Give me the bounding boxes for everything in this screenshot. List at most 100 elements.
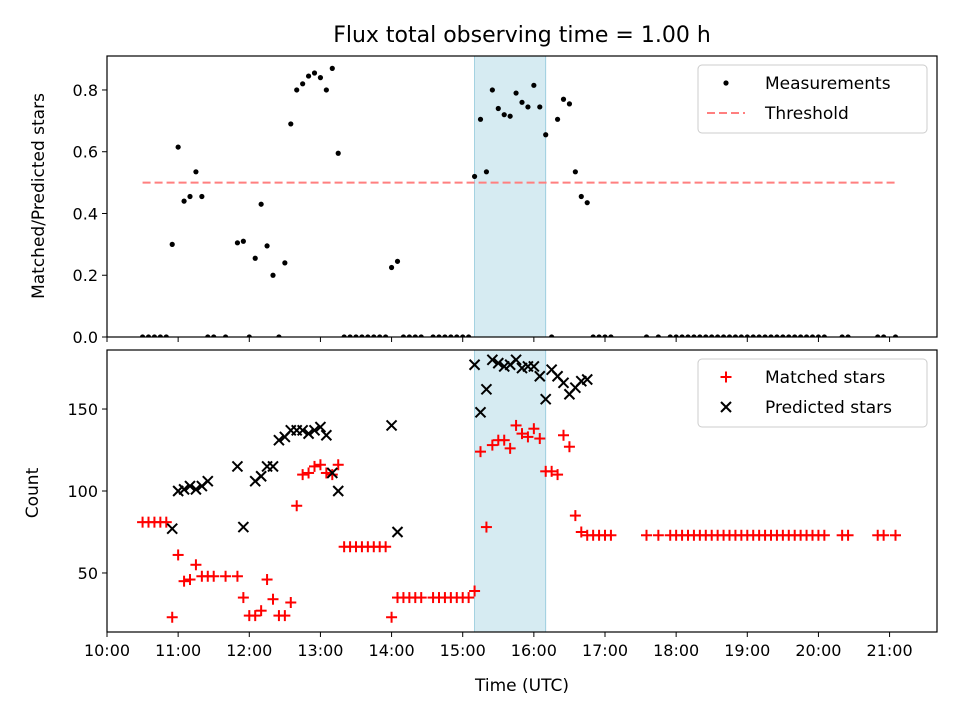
measurement-point: [234, 240, 241, 246]
measurement-point: [720, 334, 727, 337]
measurement-point: [276, 334, 282, 337]
matched-point: [208, 570, 220, 582]
measurement-point: [353, 334, 359, 337]
matched-point: [279, 610, 291, 622]
matched-point: [652, 529, 664, 541]
matched-point: [563, 441, 575, 453]
measurement-point: [400, 334, 407, 337]
ratio-highlight-span: [474, 55, 547, 338]
ratio-y-tick-label: 0.2: [73, 266, 98, 285]
ratio-y-tick-label: 0.6: [73, 143, 98, 162]
measurement-point: [513, 90, 519, 96]
matched-point: [878, 529, 890, 541]
x-tick-label: 15:00: [440, 641, 486, 660]
measurement-point: [798, 334, 804, 337]
measurement-point: [543, 132, 549, 138]
matched-point: [166, 611, 178, 623]
measurement-point: [246, 334, 252, 337]
ratio-y-tick-label: 0.4: [73, 204, 98, 223]
x-tick-label: 18:00: [653, 641, 699, 660]
x-tick-label: 20:00: [795, 641, 841, 660]
measurement-point: [685, 334, 691, 337]
measurement-point: [703, 334, 709, 337]
ratio-legend: Measurements Threshold: [697, 64, 928, 134]
measurement-point: [145, 334, 152, 337]
predicted-point: [540, 393, 552, 405]
measurement-point: [655, 334, 661, 337]
measurement-point: [187, 193, 193, 200]
matched-point: [220, 570, 232, 582]
matched-point: [160, 516, 172, 528]
measurement-point: [466, 334, 472, 337]
matched-point: [516, 428, 528, 440]
measurement-point: [537, 104, 543, 110]
legend-measurement-marker: [723, 80, 729, 86]
measurement-point: [157, 334, 163, 337]
measurement-point: [584, 200, 590, 206]
matched-point: [510, 419, 522, 431]
count-y-tick-label: 100: [67, 482, 98, 501]
predicted-point: [302, 427, 315, 440]
x-tick-label: 17:00: [582, 641, 628, 660]
matched-point: [184, 574, 196, 586]
matched-point: [386, 611, 398, 623]
measurement-point: [815, 334, 822, 337]
measurement-point: [643, 334, 650, 337]
matched-point: [291, 500, 303, 512]
measurement-point: [377, 334, 383, 337]
matched-point: [314, 459, 326, 471]
predicted-point: [231, 460, 244, 473]
measurement-point: [199, 193, 205, 200]
measurement-point: [608, 334, 614, 337]
figure-title: Flux total observing time = 1.00 h: [333, 23, 711, 48]
measurement-point: [507, 113, 513, 119]
measurement-point: [809, 334, 816, 337]
measurement-point: [744, 334, 750, 337]
matched-point: [249, 610, 261, 622]
measurement-point: [792, 334, 798, 337]
measurement-point: [418, 334, 424, 337]
matched-point: [480, 521, 492, 533]
matched-point: [231, 570, 243, 582]
measurement-point: [139, 334, 146, 337]
measurement-point: [365, 334, 371, 337]
measurement-point: [774, 334, 780, 337]
predicted-point: [255, 470, 267, 482]
matched-point: [575, 526, 587, 538]
matched-point: [320, 467, 332, 479]
matched-point: [261, 574, 273, 586]
x-tick-label: 12:00: [226, 641, 272, 660]
legend-predicted-marker: [720, 401, 732, 413]
measurement-point: [697, 334, 703, 337]
ratio-y-tick-label: 0.0: [73, 328, 98, 347]
measurement-point: [821, 334, 827, 337]
matched-point: [332, 459, 344, 471]
matched-point: [309, 460, 320, 472]
matched-point: [498, 434, 510, 446]
measurement-point: [317, 75, 324, 81]
matched-point: [380, 541, 392, 553]
measurement-point: [709, 334, 715, 337]
measurement-point: [270, 272, 276, 278]
x-tick-label: 11:00: [155, 641, 201, 660]
matched-point: [890, 529, 901, 541]
x-axis-label: Time (UTC): [474, 676, 569, 696]
measurement-point: [881, 334, 887, 337]
matched-point: [504, 442, 516, 454]
measurement-point: [406, 334, 412, 337]
measurement-point: [436, 334, 442, 337]
measurement-point: [715, 334, 721, 337]
predicted-point: [202, 475, 214, 487]
predicted-point: [528, 360, 540, 373]
count-plot-area: [137, 354, 901, 623]
measurement-point: [667, 334, 673, 337]
measurement-point: [252, 255, 258, 261]
measurement-point: [756, 334, 762, 337]
measurement-point: [335, 150, 341, 156]
ratio-panel: 0.0 0.2 0.4 0.6 0.8 Measurements Threshold: [73, 55, 938, 347]
measurement-point: [222, 334, 229, 337]
measurement-point: [442, 334, 448, 337]
matched-point: [469, 585, 481, 597]
x-tick-label: 21:00: [867, 641, 913, 660]
